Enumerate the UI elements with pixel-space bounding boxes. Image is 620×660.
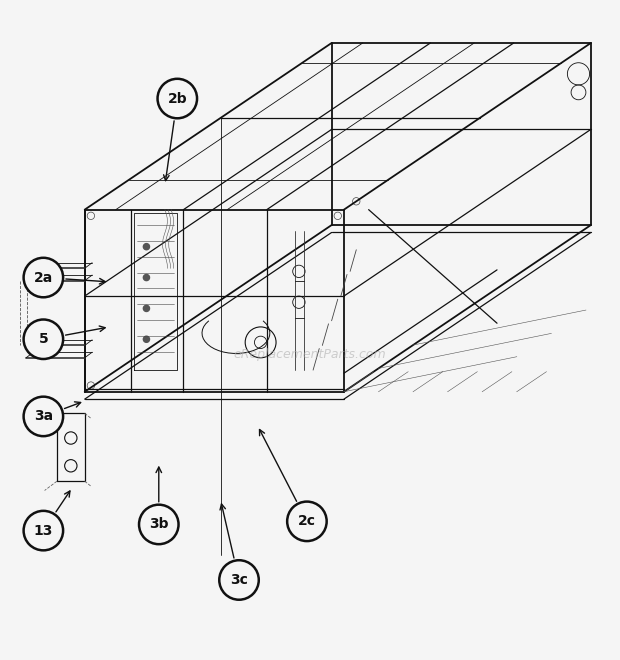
Text: 2a: 2a	[33, 271, 53, 284]
Circle shape	[143, 275, 149, 280]
Circle shape	[24, 258, 63, 297]
Circle shape	[143, 336, 149, 343]
Circle shape	[24, 397, 63, 436]
Circle shape	[143, 306, 149, 312]
Circle shape	[219, 560, 259, 600]
Text: 3c: 3c	[230, 573, 248, 587]
Circle shape	[139, 505, 179, 544]
Text: 5: 5	[38, 332, 48, 347]
Circle shape	[287, 502, 327, 541]
Text: 13: 13	[33, 523, 53, 538]
Text: eReplacementParts.com: eReplacementParts.com	[234, 348, 386, 361]
Text: 3a: 3a	[34, 409, 53, 424]
Text: 3b: 3b	[149, 517, 169, 531]
Circle shape	[24, 511, 63, 550]
Circle shape	[143, 244, 149, 249]
Text: 2c: 2c	[298, 514, 316, 529]
Circle shape	[157, 79, 197, 118]
Text: 2b: 2b	[167, 92, 187, 106]
Circle shape	[24, 319, 63, 359]
